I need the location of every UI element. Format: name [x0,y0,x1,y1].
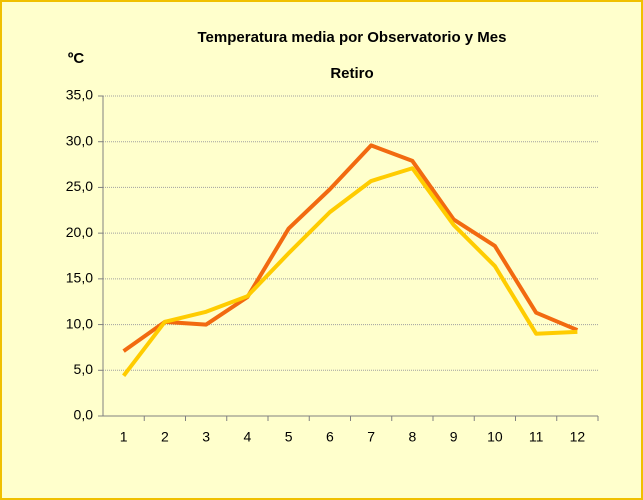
y-tick-label: 35,0 [66,87,93,103]
y-tick-label: 0,0 [74,407,94,423]
x-tick-label: 3 [202,429,210,445]
x-tick-label: 1 [120,429,128,445]
series-line [122,166,578,377]
y-tick-label: 5,0 [74,361,94,377]
y-tick-label: 25,0 [66,178,93,194]
y-tick-label: 15,0 [66,270,93,286]
series-line [122,143,579,353]
x-tick-label: 6 [326,429,334,445]
y-tick-label: 30,0 [66,132,93,148]
x-tick-label: 4 [243,429,251,445]
y-tick-label: 10,0 [66,315,93,331]
x-tick-label: 2 [161,429,169,445]
x-tick-label: 11 [529,429,544,445]
x-tick-label: 7 [367,429,375,445]
x-tick-label: 8 [408,429,416,445]
chart-title: Temperatura media por Observatorio y Mes [198,29,507,46]
x-tick-label: 10 [487,429,503,445]
x-tick-label: 5 [285,429,293,445]
x-tick-label: 12 [570,429,586,445]
y-tick-label: 20,0 [66,224,93,240]
chart-subtitle: Retiro [330,65,373,82]
x-tick-label: 9 [450,429,458,445]
y-axis-label: ºC [68,50,84,67]
